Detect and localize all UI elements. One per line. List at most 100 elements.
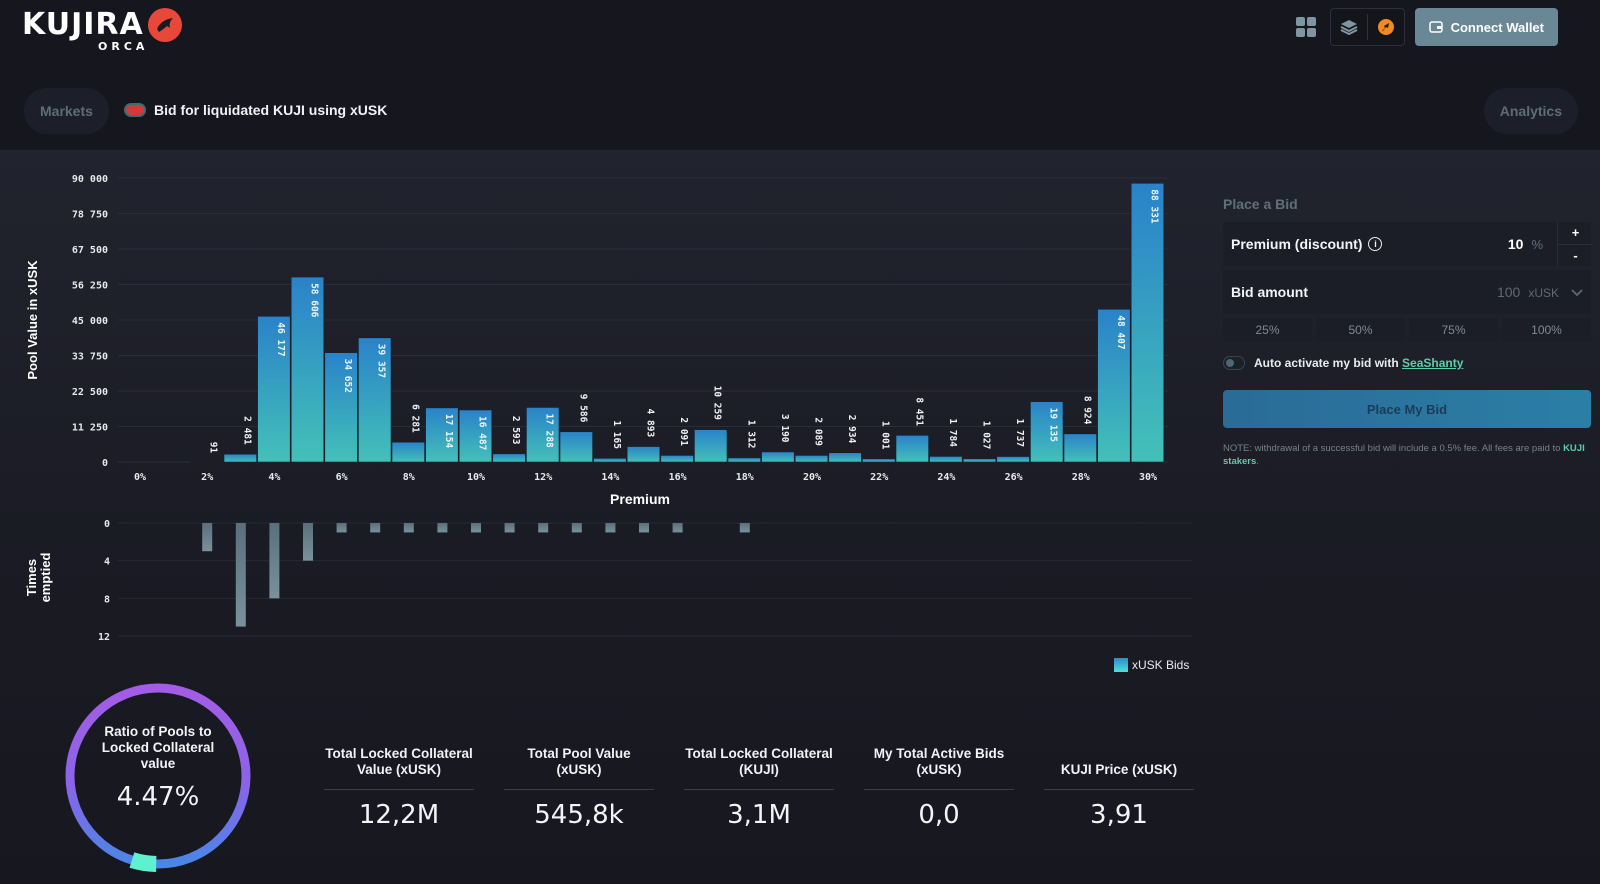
pool-bar: [862, 458, 896, 463]
stat-value: 3,91: [1090, 800, 1148, 830]
chevron-down-icon[interactable]: [1571, 289, 1583, 297]
pool-bar: [1030, 401, 1064, 463]
percent-100-button[interactable]: 100%: [1502, 318, 1591, 342]
stat-label: KUJI Price (xUSK): [1044, 730, 1194, 790]
x-tick-label: 22%: [870, 472, 888, 483]
pool-bar: [1130, 182, 1165, 463]
percent-75-button[interactable]: 75%: [1409, 318, 1498, 342]
premium-unit: %: [1531, 237, 1543, 252]
kuji-xusk-pair-icon: [124, 103, 146, 117]
bid-amount-unit: xUSK: [1528, 286, 1559, 300]
bar-value-label: 2 481: [241, 416, 252, 445]
markets-button[interactable]: Markets: [24, 88, 109, 134]
y-tick-label: 45 000: [72, 316, 108, 327]
auto-activate-row: Auto activate my bid with SeaShanty: [1223, 356, 1591, 370]
pool-bar: [727, 457, 761, 463]
pool-bar: [929, 456, 963, 463]
times-emptied-bar: [235, 523, 246, 627]
bar-value-label: 2 089: [813, 417, 824, 446]
pool-bar: [794, 455, 829, 463]
pool-bar: [761, 451, 795, 463]
times-emptied-bar: [639, 523, 649, 533]
info-icon[interactable]: i: [1368, 237, 1383, 251]
bar-value-label: 2 593: [510, 416, 521, 445]
bar-value-label: 3 190: [779, 414, 790, 443]
times-emptied-bar: [303, 523, 313, 561]
times-emptied-bar: [571, 523, 582, 533]
y-axis-label: Times: [24, 559, 39, 596]
premium-increment-button[interactable]: +: [1558, 222, 1593, 245]
bid-amount-input[interactable]: 100: [1496, 284, 1521, 300]
x-tick-label: 6%: [336, 472, 348, 483]
bar-value-label: 6 281: [409, 404, 420, 433]
seashanty-link[interactable]: SeaShanty: [1402, 356, 1464, 370]
pool-bar: [828, 452, 862, 463]
rocket-icon[interactable]: [1368, 9, 1404, 45]
premium-decrement-button[interactable]: -: [1573, 247, 1578, 263]
kuji-stakers-link[interactable]: KUJI stakers: [1223, 443, 1585, 467]
ratio-progress-arc: [129, 852, 157, 872]
bar-value-label: 91: [208, 442, 219, 454]
legend-label: xUSK Bids: [1132, 658, 1190, 672]
pool-bar: [257, 315, 291, 463]
pool-bar: [223, 453, 257, 463]
times-emptied-bar: [437, 523, 448, 533]
times-emptied-bar: [672, 523, 683, 533]
auto-activate-toggle[interactable]: [1223, 356, 1245, 370]
stat-value: 12,2M: [358, 800, 440, 830]
y-axis-label: Pool Value in xUSK: [25, 260, 40, 380]
bar-value-label: 1 001: [880, 421, 891, 450]
kujira-orca-logo[interactable]: KUJIRA ORCA: [22, 6, 182, 53]
pool-bar: [290, 276, 325, 463]
x-tick-label: 30%: [1139, 472, 1157, 483]
orca-logo-icon: [147, 8, 182, 42]
stat-total-pool-value: Total Pool Value (xUSK) 545,8k: [504, 730, 654, 830]
premium-field: Premium (discount) i 10 % + -: [1223, 222, 1593, 266]
percent-25-button[interactable]: 25%: [1223, 318, 1312, 342]
pool-bar: [492, 453, 526, 463]
x-tick-label: 26%: [1005, 472, 1023, 483]
stats-row: Total Locked Collateral Value (xUSK) 12,…: [324, 730, 1194, 830]
place-my-bid-button[interactable]: Place My Bid: [1223, 390, 1591, 428]
stat-label: Total Pool Value (xUSK): [504, 730, 654, 790]
bar-value-label: 39 357: [376, 344, 387, 378]
premium-input[interactable]: 10: [1507, 236, 1524, 252]
bar-value-label: 8 451: [913, 397, 924, 426]
premium-stepper: + -: [1557, 222, 1593, 266]
stat-label: Total Locked Collateral Value (xUSK): [324, 730, 474, 790]
bar-value-label: 17 288: [544, 413, 555, 448]
logo-text: KUJIRA: [22, 7, 144, 42]
x-tick-label: 20%: [803, 472, 821, 483]
y-tick-label: 90 000: [72, 174, 108, 185]
times-emptied-bar: [504, 523, 515, 533]
y-axis-label: emptied: [38, 553, 53, 603]
times-emptied-bar: [336, 523, 347, 533]
analytics-button[interactable]: Analytics: [1483, 88, 1578, 134]
pool-bar: [190, 461, 224, 463]
bar-value-label: 48 407: [1115, 315, 1126, 349]
stat-label: My Total Active Bids (xUSK): [864, 730, 1014, 790]
pool-bar: [1063, 433, 1097, 463]
pool-bar: [895, 435, 929, 463]
x-tick-label: 4%: [268, 472, 280, 483]
legend-swatch: [1114, 658, 1128, 672]
pool-bar: [660, 455, 694, 463]
pool-value-chart: 0 11 250 22 500 33 750 45 000 56 250 67 500 78 …: [25, 174, 1168, 507]
chart-legend: xUSK Bids: [1114, 658, 1189, 672]
percent-50-button[interactable]: 50%: [1316, 318, 1405, 342]
network-switcher: [1329, 8, 1405, 46]
percent-buttons: 25% 50% 75% 100%: [1223, 318, 1591, 342]
charts: 0 11 250 22 500 33 750 45 000 56 250 67 500 78 …: [24, 174, 1192, 643]
stat-value: 0,0: [918, 800, 960, 830]
apps-grid-icon[interactable]: [1295, 17, 1316, 37]
x-tick-label: 14%: [601, 472, 619, 483]
y-tick-label: 0: [104, 519, 110, 530]
layers-icon[interactable]: [1331, 9, 1367, 45]
pool-bar: [694, 429, 728, 463]
x-tick-label: 0%: [134, 472, 146, 483]
connect-wallet-button[interactable]: Connect Wallet: [1414, 8, 1558, 46]
y-tick-label: 56 250: [72, 281, 108, 292]
ratio-gauge: Ratio of Pools to Locked Collateral valu…: [62, 680, 254, 872]
stat-my-total-active-bids: My Total Active Bids (xUSK) 0,0: [864, 730, 1014, 830]
panel-title: Place a Bid: [1223, 196, 1298, 212]
